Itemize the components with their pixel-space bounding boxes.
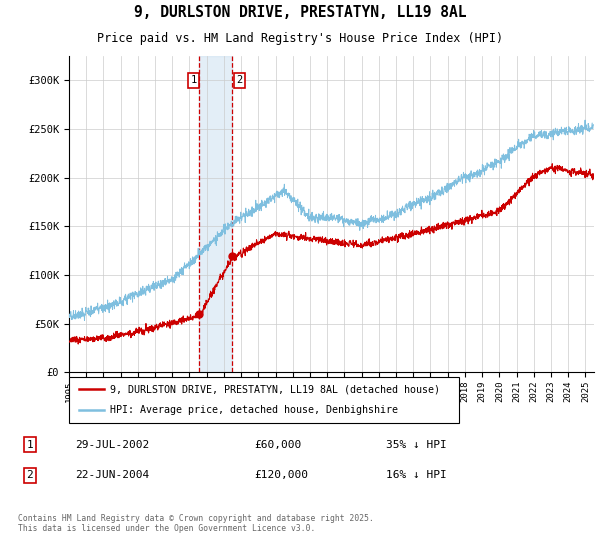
FancyBboxPatch shape [69, 377, 459, 423]
Text: £60,000: £60,000 [254, 440, 301, 450]
Text: 9, DURLSTON DRIVE, PRESTATYN, LL19 8AL: 9, DURLSTON DRIVE, PRESTATYN, LL19 8AL [134, 5, 466, 20]
Text: 9, DURLSTON DRIVE, PRESTATYN, LL19 8AL (detached house): 9, DURLSTON DRIVE, PRESTATYN, LL19 8AL (… [110, 384, 440, 394]
Text: 16% ↓ HPI: 16% ↓ HPI [386, 470, 447, 480]
Text: 2: 2 [26, 470, 33, 480]
Text: Price paid vs. HM Land Registry's House Price Index (HPI): Price paid vs. HM Land Registry's House … [97, 32, 503, 45]
Text: £120,000: £120,000 [254, 470, 308, 480]
Text: 1: 1 [190, 76, 197, 85]
Text: 29-JUL-2002: 29-JUL-2002 [76, 440, 149, 450]
Text: HPI: Average price, detached house, Denbighshire: HPI: Average price, detached house, Denb… [110, 405, 398, 416]
Text: 1: 1 [26, 440, 33, 450]
Text: 35% ↓ HPI: 35% ↓ HPI [386, 440, 447, 450]
Text: 2: 2 [236, 76, 243, 85]
Text: Contains HM Land Registry data © Crown copyright and database right 2025.
This d: Contains HM Land Registry data © Crown c… [18, 514, 374, 533]
Text: 22-JUN-2004: 22-JUN-2004 [76, 470, 149, 480]
